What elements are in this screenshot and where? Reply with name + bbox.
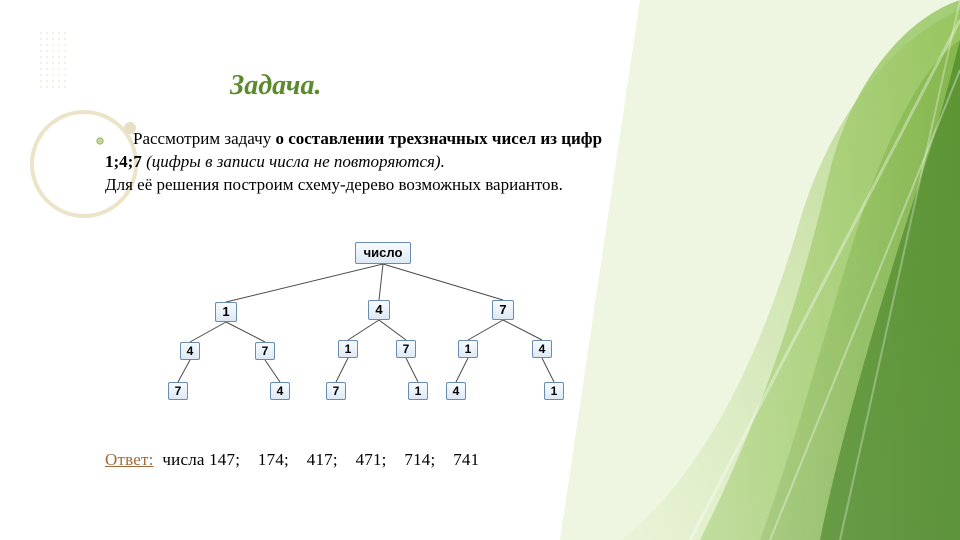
tree-node: 1 [338, 340, 358, 358]
tree-node: 4 [446, 382, 466, 400]
para-intro: Рассмотрим задачу [133, 129, 275, 148]
tree-node: 7 [396, 340, 416, 358]
para-line2: Для её решения построим схему-дерево воз… [105, 175, 563, 194]
tree-node: 7 [326, 382, 346, 400]
bullet-icon [95, 136, 105, 146]
tree-node: 1 [458, 340, 478, 358]
answer-label: Ответ: [105, 450, 154, 469]
problem-text: Рассмотрим задачу о составлении трехзнач… [105, 128, 615, 197]
answer-line: Ответ: числа 147; 174; 417; 471; 714; 74… [105, 450, 479, 470]
para-italic: (цифры в записи числа не повторяются). [146, 152, 445, 171]
tree-node: 4 [532, 340, 552, 358]
tree-node: 4 [270, 382, 290, 400]
tree-node: 4 [180, 342, 200, 360]
tree-node: число [355, 242, 411, 264]
tree-node: 7 [255, 342, 275, 360]
slide-title: Задача. [230, 70, 321, 102]
tree-node: 1 [408, 382, 428, 400]
tree-node: 7 [168, 382, 188, 400]
answer-text: числа 147; 174; 417; 471; 714; 741 [154, 450, 480, 469]
tree-node: 4 [368, 300, 390, 320]
tree-diagram: число147471714747141 [140, 242, 620, 432]
dots-decoration [38, 30, 68, 90]
tree-node: 1 [544, 382, 564, 400]
tree-node: 7 [492, 300, 514, 320]
tree-edges [140, 242, 620, 432]
tree-node: 1 [215, 302, 237, 322]
